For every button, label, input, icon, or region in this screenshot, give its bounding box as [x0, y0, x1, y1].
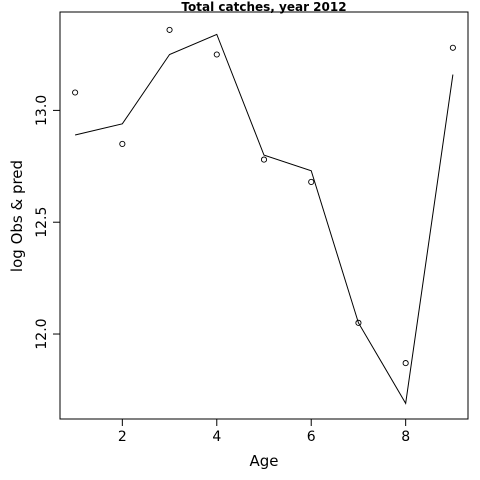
observed-points — [72, 26, 456, 367]
observed-point — [213, 51, 220, 58]
predicted-line — [74, 33, 454, 405]
y-tick-label: 12.0 — [34, 318, 50, 349]
x-axis-label: Age — [249, 452, 278, 470]
x-axis: 2 4 6 8 — [118, 419, 410, 445]
y-tick-label: 13.0 — [34, 95, 50, 126]
observed-point — [260, 156, 268, 163]
plot-frame — [59, 11, 469, 420]
chart-title: Total catches, year 2012 — [181, 0, 346, 14]
observed-point — [449, 44, 456, 51]
x-tick-label: 8 — [401, 429, 410, 445]
y-tick-label: 12.5 — [34, 207, 50, 238]
observed-point — [355, 319, 362, 326]
observed-point — [402, 360, 409, 367]
x-tick-label: 6 — [307, 429, 316, 445]
y-axis-label: log Obs & pred — [8, 160, 26, 272]
x-tick-label: 2 — [118, 429, 127, 445]
observed-point — [308, 178, 315, 186]
x-tick-label: 4 — [212, 429, 221, 445]
observed-point — [119, 140, 126, 147]
observed-point — [72, 89, 79, 96]
observed-point — [166, 26, 173, 33]
y-axis: 12.0 12.5 13.0 — [34, 95, 60, 350]
